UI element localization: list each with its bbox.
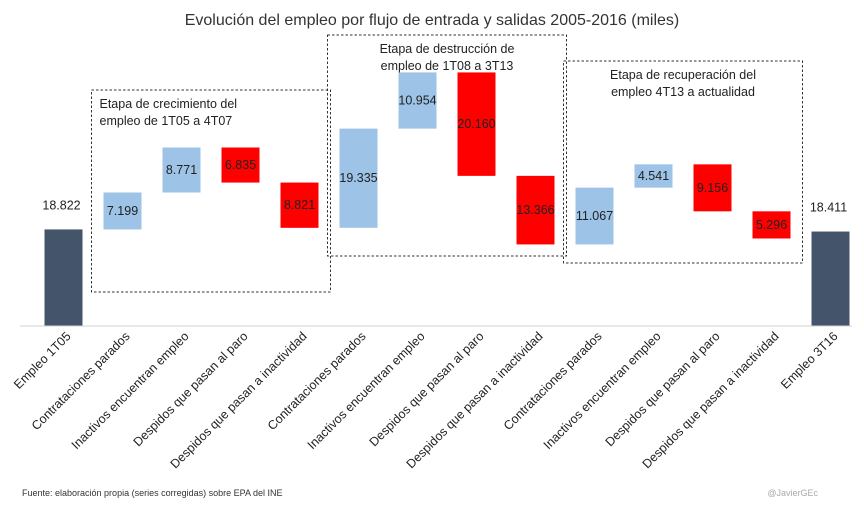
period-boxes: Etapa de crecimiento del empleo de 1T05 a…	[91, 34, 803, 293]
period-box-2	[327, 34, 567, 257]
x-tick-label-3: Inactivos encuentran empleo	[69, 329, 192, 452]
x-tick-label-1: Empleo 1T05	[11, 329, 74, 392]
value-label-5: 8.821	[284, 198, 315, 212]
value-label-14: 18.411	[810, 201, 847, 215]
bar-11	[634, 164, 673, 188]
credit-label: @JavierGEc	[767, 488, 818, 498]
period-label-1-line-2: empleo de 1T05 a 4T07	[100, 114, 233, 128]
value-label-12: 9.156	[697, 181, 728, 195]
value-label-7: 10.954	[398, 94, 436, 108]
chart-title: Evolución del empleo por flujo de entrad…	[185, 12, 680, 29]
period-label-2-line-1: Etapa de destrucción de	[380, 42, 515, 56]
bar-4	[221, 147, 260, 183]
period-box-3	[563, 60, 803, 264]
bar-12	[693, 164, 732, 212]
x-tick-label-4: Despidos que pasan al paro	[131, 329, 251, 449]
x-tick-label-7: Inactivos encuentran empleo	[305, 329, 428, 452]
period-label-2-line-2: empleo de 1T08 a 3T13	[381, 59, 514, 73]
bars: 18.822 7.199 8.771 6.835 8.821 19.335 10.954 20…	[42, 72, 850, 326]
bar-2	[103, 192, 142, 230]
x-tick-label-11: Inactivos encuentran empleo	[541, 329, 664, 452]
bar-7	[398, 72, 437, 129]
value-label-3: 8.771	[166, 163, 197, 177]
bar-5	[280, 182, 319, 228]
value-label-1: 18.822	[42, 198, 80, 212]
value-label-10: 11.067	[576, 209, 613, 223]
bar-9	[516, 175, 555, 245]
value-label-9: 13.366	[516, 203, 554, 217]
value-label-11: 4.541	[638, 169, 669, 183]
period-label-1-line-1: Etapa de crecimiento del	[100, 97, 238, 111]
bar-3	[162, 147, 201, 193]
bar-14	[811, 231, 850, 326]
x-tick-label-8: Despidos que pasan al paro	[367, 329, 487, 449]
x-tick-label-6: Contrataciones parados	[265, 329, 369, 433]
period-label-3-line-1: Etapa de recuperación del	[610, 68, 756, 82]
source-note: Fuente: elaboración propia (series corre…	[22, 488, 282, 498]
value-label-6: 19.335	[339, 171, 377, 185]
bar-13	[752, 211, 791, 239]
value-label-2: 7.199	[107, 204, 138, 218]
x-tick-label-12: Despidos que pasan al paro	[603, 329, 723, 449]
bar-6	[339, 128, 378, 228]
x-tick-label-2: Contrataciones parados	[29, 329, 133, 433]
value-label-4: 6.835	[225, 158, 256, 172]
bar-8	[457, 72, 496, 176]
bar-10	[575, 187, 614, 245]
period-label-3-line-2: empleo 4T13 a actualidad	[611, 85, 755, 99]
bar-1	[44, 229, 83, 326]
period-box-1	[91, 89, 331, 293]
value-label-13: 5.296	[756, 218, 787, 232]
x-tick-label-14: Empleo 3T16	[778, 329, 841, 392]
value-label-8: 20.160	[457, 117, 495, 131]
x-tick-label-10: Contrataciones parados	[501, 329, 605, 433]
